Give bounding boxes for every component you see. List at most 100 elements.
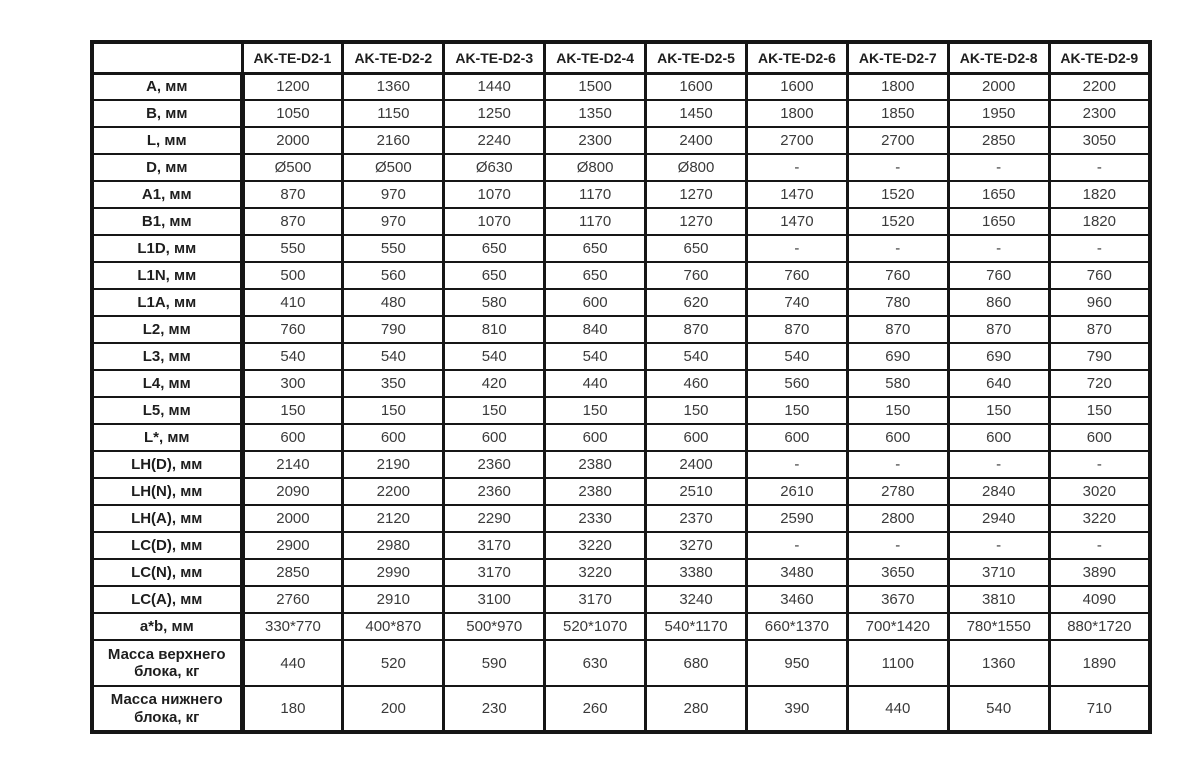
table-cell: - (744, 450, 849, 479)
table-cell: 870 (240, 207, 345, 236)
table-cell: 1500 (543, 72, 648, 101)
table-cell: 1520 (845, 180, 950, 209)
table-cell: 540 (644, 342, 748, 371)
table-header: AK-TE-D2-1 AK-TE-D2-2 AK-TE-D2-3 AK-TE-D2-4… (90, 41, 1152, 75)
table-cell: 2290 (442, 504, 547, 533)
column-header: AK-TE-D2-9 (1047, 41, 1152, 75)
table-row: LC(A), мм 2760 2910 3100 3170 3240 3460 3670 381… (90, 585, 1152, 614)
table-row: L*, мм 600 600 600 600 600 600 600 600 600 (90, 423, 1152, 452)
table-cell: 2090 (240, 477, 345, 506)
table-cell: 1360 (341, 72, 446, 101)
table-cell: 780*1550 (946, 612, 1051, 641)
table-cell: 3240 (644, 585, 748, 614)
table-body: A, мм 1200 1360 1440 1500 1600 1600 1800 2000 220… (90, 72, 1152, 733)
table-cell: 650 (442, 261, 547, 290)
row-label: L5, мм (90, 396, 245, 425)
table-cell: 2330 (543, 504, 648, 533)
table-cell: 2380 (543, 450, 648, 479)
table-row: L, мм 2000 2160 2240 2300 2400 2700 2700 2850 305… (90, 126, 1152, 155)
row-label: LH(D), мм (90, 450, 245, 479)
table-cell: 3020 (1047, 477, 1152, 506)
table-cell: 2370 (644, 504, 748, 533)
table-cell: 2200 (1047, 72, 1152, 101)
row-label: L2, мм (90, 315, 245, 344)
table-cell: 620 (644, 288, 748, 317)
table-cell: 600 (644, 423, 748, 452)
table-cell: 790 (341, 315, 446, 344)
table-cell: 300 (240, 369, 345, 398)
table-cell: 690 (946, 342, 1051, 371)
table-cell: 3380 (644, 558, 748, 587)
table-cell: 3460 (744, 585, 849, 614)
table-cell: 2300 (1047, 99, 1152, 128)
row-label: D, мм (90, 153, 245, 182)
table-cell: 1470 (744, 207, 849, 236)
table-cell: 1450 (644, 99, 748, 128)
table-cell: 3220 (543, 531, 648, 560)
table-cell: 1950 (946, 99, 1051, 128)
row-label: L1D, мм (90, 234, 245, 263)
column-header: AK-TE-D2-4 (543, 41, 648, 75)
table-cell: 2610 (744, 477, 849, 506)
table-cell: - (946, 234, 1051, 263)
table-cell: 2240 (442, 126, 547, 155)
table-cell: 150 (240, 396, 345, 425)
table-cell: 2380 (543, 477, 648, 506)
table-cell: 860 (946, 288, 1051, 317)
table-cell: 3220 (543, 558, 648, 587)
table-cell: 2000 (240, 126, 345, 155)
table-cell: 760 (946, 261, 1051, 290)
table-cell: 880*1720 (1047, 612, 1152, 641)
table-row: L1D, мм 550 550 650 650 650- - - - (90, 234, 1152, 263)
table-cell: 540 (543, 342, 648, 371)
table-cell: 1070 (442, 207, 547, 236)
table-cell: - (845, 234, 950, 263)
table-cell: 410 (240, 288, 345, 317)
row-label: Масса нижнего блока, кг (90, 685, 245, 733)
row-label: L3, мм (90, 342, 245, 371)
table-cell: 200 (341, 685, 446, 733)
row-label: LC(N), мм (90, 558, 245, 587)
row-label: a*b, мм (90, 612, 245, 641)
table-cell: 600 (442, 423, 547, 452)
column-header: AK-TE-D2-3 (442, 41, 547, 75)
table-cell: 680 (644, 639, 748, 687)
table-cell: 600 (341, 423, 446, 452)
table-cell: 520 (341, 639, 446, 687)
table-cell: 440 (543, 369, 648, 398)
table-cell: 2510 (644, 477, 748, 506)
table-cell: 1470 (744, 180, 849, 209)
table-cell: 870 (240, 180, 345, 209)
table-cell: 2360 (442, 450, 547, 479)
table-cell: - (1047, 153, 1152, 182)
table-cell: 600 (946, 423, 1051, 452)
table-cell: 150 (845, 396, 950, 425)
row-label: LC(A), мм (90, 585, 245, 614)
table-cell: 1600 (644, 72, 748, 101)
table-cell: 150 (946, 396, 1051, 425)
table-cell: Ø800 (543, 153, 648, 182)
table-cell: 600 (845, 423, 950, 452)
table-cell: 2940 (946, 504, 1051, 533)
table-cell: - (1047, 450, 1152, 479)
table-cell: 650 (543, 234, 648, 263)
table-cell: 1800 (845, 72, 950, 101)
table-cell: 2800 (845, 504, 950, 533)
row-label: B1, мм (90, 207, 245, 236)
table-cell: 3170 (442, 558, 547, 587)
table-cell: 760 (845, 261, 950, 290)
table-cell: 600 (240, 423, 345, 452)
table-cell: 150 (442, 396, 547, 425)
table-cell: 650 (442, 234, 547, 263)
table-cell: 540 (240, 342, 345, 371)
table-cell: 2140 (240, 450, 345, 479)
table-cell: 150 (1047, 396, 1152, 425)
table-cell: 1850 (845, 99, 950, 128)
table-cell: 2700 (744, 126, 849, 155)
table-cell: Ø630 (442, 153, 547, 182)
row-label: L1N, мм (90, 261, 245, 290)
table-cell: - (845, 450, 950, 479)
table-cell: 2780 (845, 477, 950, 506)
table-row: LC(D), мм 2900 2980 3170 3220 3270- - - - (90, 531, 1152, 560)
